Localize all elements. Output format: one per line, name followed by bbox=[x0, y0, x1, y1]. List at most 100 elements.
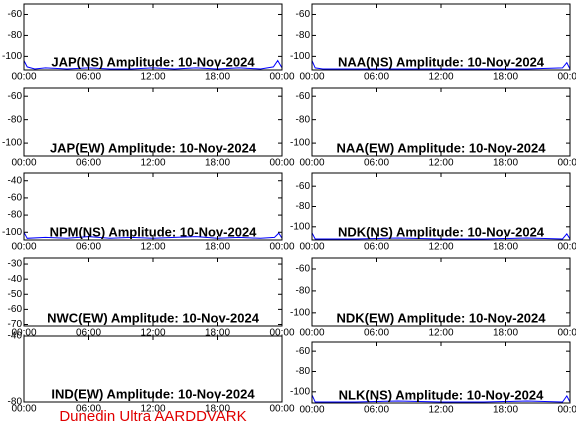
x-tick-label: 06:00 bbox=[364, 72, 389, 83]
x-tick-label: 06:00 bbox=[76, 242, 101, 253]
chart-title: NWC(EW) Amplitude: 10-Nov-2024 bbox=[47, 310, 260, 325]
panel: -100 -80 -60 00:00 06:00 12:00 18:00 00:00 JAP(N… bbox=[2, 3, 295, 83]
y-tick-label: -70 bbox=[8, 319, 23, 330]
panel: -100 -80 -60 -40 00:00 06:00 12:00 18:00 00:00 NP… bbox=[2, 172, 295, 253]
panel: -100 -80 -60 00:00 06:00 12:00 18:00 00:00 NDK(E… bbox=[290, 257, 576, 339]
chart-title: IND(EW) Amplitude: 10-Nov-2024 bbox=[51, 386, 255, 401]
plot-area bbox=[312, 4, 570, 70]
y-tick-label: -100 bbox=[290, 307, 310, 318]
y-tick-label: -80 bbox=[296, 114, 311, 125]
y-tick-label: -80 bbox=[296, 201, 311, 212]
chart-title: NPM(NS) Amplitude: 10-Nov-2024 bbox=[50, 224, 258, 239]
x-tick-label: 00:00 bbox=[11, 158, 36, 169]
x-tick-label: 06:00 bbox=[364, 405, 389, 416]
x-tick-label: 18:00 bbox=[205, 404, 230, 415]
plot-area bbox=[24, 4, 282, 70]
y-tick-label: -60 bbox=[8, 304, 23, 315]
x-tick-label: 18:00 bbox=[205, 158, 230, 169]
y-tick-label: -80 bbox=[296, 366, 311, 377]
x-tick-label: 12:00 bbox=[140, 72, 165, 83]
x-tick-label: 12:00 bbox=[428, 158, 453, 169]
y-tick-label: -80 bbox=[8, 210, 23, 221]
y-tick-label: -80 bbox=[8, 397, 23, 408]
x-tick-label: 00:00 bbox=[299, 405, 324, 416]
axes-box bbox=[311, 257, 571, 327]
x-tick-label: 00:00 bbox=[11, 328, 36, 339]
axes-box bbox=[311, 172, 571, 241]
y-tick-label: -40 bbox=[8, 331, 23, 342]
plot-area bbox=[312, 88, 570, 156]
axes-box bbox=[23, 257, 283, 327]
x-tick-label: 12:00 bbox=[140, 242, 165, 253]
x-tick-label: 18:00 bbox=[493, 242, 518, 253]
x-tick-label: 00:00 bbox=[11, 242, 36, 253]
plot-area bbox=[312, 258, 570, 326]
x-tick-label: 18:00 bbox=[493, 405, 518, 416]
axes-box bbox=[23, 172, 283, 241]
chart-title: NDK(NS) Amplitude: 10-Nov-2024 bbox=[338, 224, 545, 239]
x-tick-label: 00:00 bbox=[269, 158, 294, 169]
y-tick-label: -60 bbox=[296, 346, 311, 357]
x-tick-label: 06:00 bbox=[76, 404, 101, 415]
y-tick-label: -80 bbox=[296, 286, 311, 297]
chart-title: NAA(NS) Amplitude: 10-Nov-2024 bbox=[338, 54, 545, 69]
x-tick-label: 00:00 bbox=[557, 242, 576, 253]
x-tick-label: 00:00 bbox=[11, 72, 36, 83]
x-tick-label: 00:00 bbox=[299, 242, 324, 253]
x-tick-label: 00:00 bbox=[269, 404, 294, 415]
x-tick-label: 12:00 bbox=[428, 242, 453, 253]
y-tick-label: -80 bbox=[296, 30, 311, 41]
y-tick-label: -60 bbox=[296, 264, 311, 275]
axes-box bbox=[311, 341, 571, 404]
x-tick-label: 00:00 bbox=[299, 72, 324, 83]
x-tick-label: 06:00 bbox=[76, 328, 101, 339]
x-tick-label: 18:00 bbox=[493, 72, 518, 83]
chart-title: NAA(EW) Amplitude: 10-Nov-2024 bbox=[337, 140, 547, 155]
y-tick-label: -60 bbox=[8, 91, 23, 102]
panel: -100 -80 -60 00:00 06:00 12:00 18:00 00:00 NAA(N… bbox=[290, 3, 576, 83]
y-tick-label: -40 bbox=[8, 175, 23, 186]
chart-title: JAP(NS) Amplitude: 10-Nov-2024 bbox=[51, 54, 255, 69]
plot-area bbox=[312, 173, 570, 240]
y-tick-label: -60 bbox=[8, 193, 23, 204]
plot-area bbox=[312, 342, 570, 403]
x-tick-label: 12:00 bbox=[428, 405, 453, 416]
x-tick-label: 18:00 bbox=[205, 72, 230, 83]
plot-layer bbox=[24, 232, 282, 239]
y-tick-label: -30 bbox=[8, 259, 23, 270]
plot-layer bbox=[312, 232, 570, 240]
y-tick-label: -100 bbox=[290, 51, 310, 62]
x-tick-label: 00:00 bbox=[557, 328, 576, 339]
y-tick-label: -100 bbox=[2, 138, 22, 149]
plot-area bbox=[24, 88, 282, 156]
y-tick-label: -60 bbox=[296, 91, 311, 102]
x-tick-label: 18:00 bbox=[205, 328, 230, 339]
x-tick-label: 06:00 bbox=[76, 72, 101, 83]
y-tick-label: -100 bbox=[2, 227, 22, 238]
data-line bbox=[312, 232, 570, 240]
x-tick-label: 12:00 bbox=[140, 328, 165, 339]
y-tick-label: -60 bbox=[296, 181, 311, 192]
x-tick-label: 00:00 bbox=[557, 405, 576, 416]
y-tick-label: -50 bbox=[8, 289, 23, 300]
panel: -100 -80 -60 00:00 06:00 12:00 18:00 00:00 JAP(E… bbox=[2, 87, 295, 169]
y-tick-label: -100 bbox=[290, 221, 310, 232]
x-tick-label: 18:00 bbox=[493, 328, 518, 339]
y-tick-label: -100 bbox=[290, 386, 310, 397]
plot-layer bbox=[312, 394, 570, 403]
data-line bbox=[24, 232, 282, 239]
x-tick-label: 06:00 bbox=[76, 158, 101, 169]
y-tick-label: -100 bbox=[2, 51, 22, 62]
chart-title: JAP(EW) Amplitude: 10-Nov-2024 bbox=[50, 140, 257, 155]
y-tick-label: -60 bbox=[296, 9, 311, 20]
plot-area bbox=[24, 336, 282, 402]
x-tick-label: 00:00 bbox=[269, 328, 294, 339]
x-tick-label: 12:00 bbox=[140, 158, 165, 169]
y-tick-label: -40 bbox=[8, 274, 23, 285]
x-tick-label: 00:00 bbox=[299, 158, 324, 169]
x-tick-label: 00:00 bbox=[557, 158, 576, 169]
footer: Dunedin Ultra AARDDVARK bbox=[59, 408, 246, 425]
axes-box bbox=[311, 87, 571, 157]
